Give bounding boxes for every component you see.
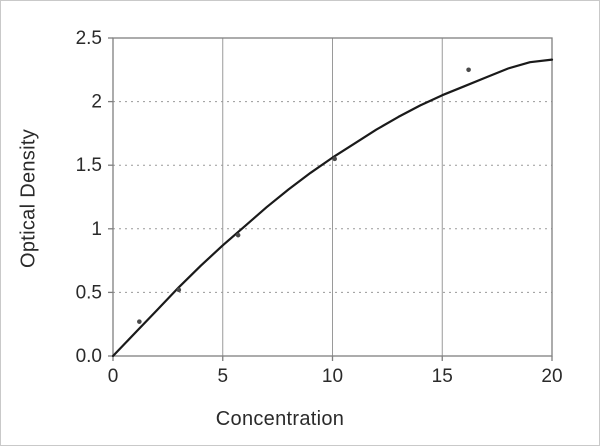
y-axis-label: Optical Density bbox=[17, 129, 40, 268]
scatter-marker bbox=[235, 232, 241, 238]
y-tick-label: 2 bbox=[91, 92, 102, 113]
scatter-marker bbox=[137, 319, 142, 324]
y-tick-label: 1.5 bbox=[76, 155, 102, 176]
scatter-marker bbox=[332, 156, 337, 162]
x-tick-label: 0 bbox=[108, 366, 119, 387]
x-tick-label: 15 bbox=[432, 366, 453, 387]
x-tick-label: 10 bbox=[322, 366, 343, 387]
curve-fitted-curve bbox=[111, 58, 554, 358]
y-tick-label: 2.5 bbox=[76, 28, 102, 49]
y-tick-label: 1 bbox=[91, 219, 102, 240]
x-tick-label: 5 bbox=[217, 366, 228, 387]
scatter-marker bbox=[466, 67, 471, 73]
x-axis-label: Concentration bbox=[215, 408, 345, 430]
scatter-marker bbox=[176, 287, 182, 293]
x-tick-label: 20 bbox=[541, 366, 562, 387]
y-tick-label: 0.0 bbox=[76, 346, 102, 367]
y-tick-label: 0.5 bbox=[76, 282, 102, 303]
